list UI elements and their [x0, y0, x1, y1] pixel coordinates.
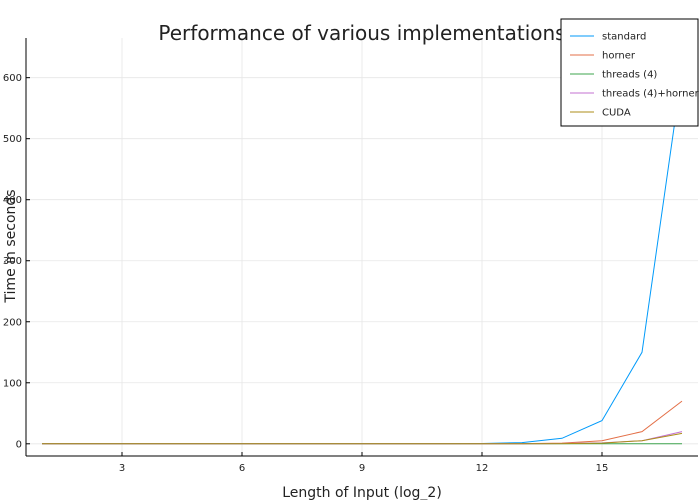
- series-lines: [42, 71, 683, 445]
- chart-title: Performance of various implementations: [158, 21, 565, 45]
- y-tick-label: 100: [3, 378, 22, 389]
- y-tick-label: 300: [3, 256, 22, 267]
- legend-box: [560, 18, 699, 127]
- x-tick-label: 15: [596, 463, 609, 474]
- y-tick-label: 0: [16, 439, 22, 450]
- legend-label-cuda: CUDA: [602, 108, 631, 119]
- x-tick-label: 3: [119, 463, 125, 474]
- series-line-cuda: [42, 432, 683, 445]
- y-axis-title: Time in seconds: [3, 189, 19, 303]
- legend-label-threads-4-horner: threads (4)+horner: [602, 89, 700, 100]
- x-axis-title: Length of Input (log_2): [282, 485, 442, 500]
- legend-label-threads-4: threads (4): [602, 70, 657, 81]
- legend-label-horner: horner: [602, 51, 636, 62]
- x-tick-label: 6: [239, 463, 245, 474]
- y-tick-label: 200: [3, 317, 22, 328]
- ticks: 3 6 9 12 15 0 100 200 300 400 500 600: [3, 73, 608, 474]
- x-tick-label: 12: [476, 463, 489, 474]
- y-tick-label: 600: [3, 73, 22, 84]
- legend-label-standard: standard: [602, 32, 646, 43]
- y-tick-label: 500: [3, 134, 22, 145]
- y-tick-label: 400: [3, 195, 22, 206]
- x-tick-label: 9: [359, 463, 365, 474]
- legend: standard horner threads (4) threads (4)+hor…: [560, 18, 700, 127]
